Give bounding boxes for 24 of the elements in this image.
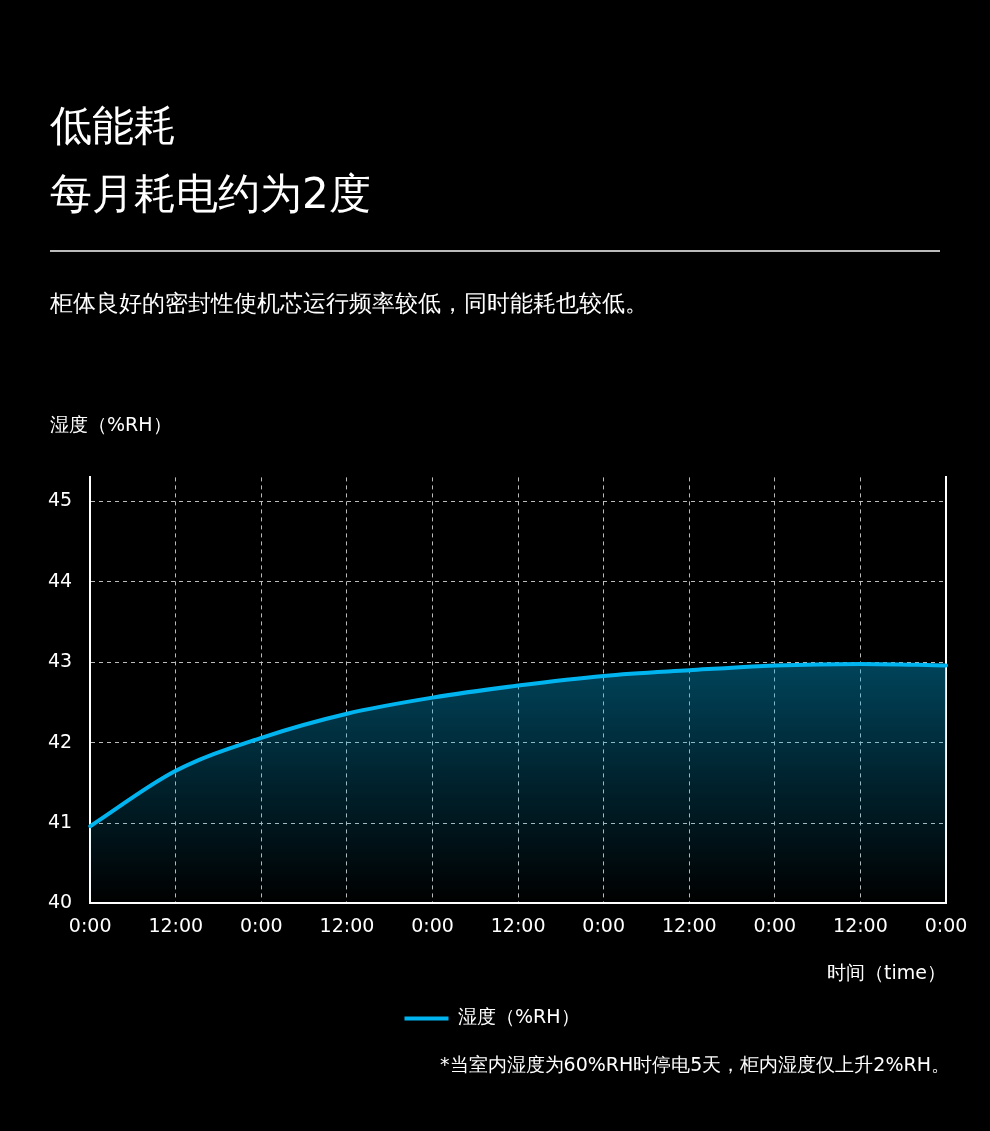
y-tick-label: 40 — [47, 890, 73, 913]
text: 柜体良好的密封性使机芯运行频率较低，同时能耗也较低。 — [50, 289, 648, 318]
x-tick-label: 12:00 — [661, 913, 717, 936]
legend-label: 湿度（%RH） — [457, 1005, 580, 1028]
y-tick-label: 42 — [47, 729, 73, 752]
chart-title: 低能耗 — [50, 100, 177, 152]
y-tick-label: 44 — [47, 568, 73, 591]
x-tick-label: 0:00 — [753, 913, 797, 936]
x-tick-label: 12:00 — [319, 913, 375, 936]
x-tick-label: 0:00 — [924, 913, 968, 936]
chart-subtitle: 每月耗电约为2度 — [50, 168, 371, 220]
x-tick-label: 12:00 — [148, 913, 204, 936]
x-tick-label: 0:00 — [240, 913, 283, 936]
text: *当室内湿度为60%RH时停电5天，柜内湿度仅上升2%RH。 — [440, 1052, 950, 1077]
y-tick-label: 43 — [47, 649, 73, 672]
x-tick-label: 12:00 — [833, 913, 888, 936]
x-tick-label: 0:00 — [411, 913, 454, 936]
x-tick-label: 12:00 — [490, 913, 546, 936]
y-tick-label: 41 — [47, 809, 73, 832]
y-tick-label: 45 — [47, 488, 73, 511]
x-axis-title: 时间（time） — [827, 960, 946, 983]
y-axis-title: 湿度（%RH） — [50, 412, 172, 437]
x-tick-label: 0:00 — [68, 913, 112, 936]
x-tick-label: 0:00 — [582, 913, 626, 936]
